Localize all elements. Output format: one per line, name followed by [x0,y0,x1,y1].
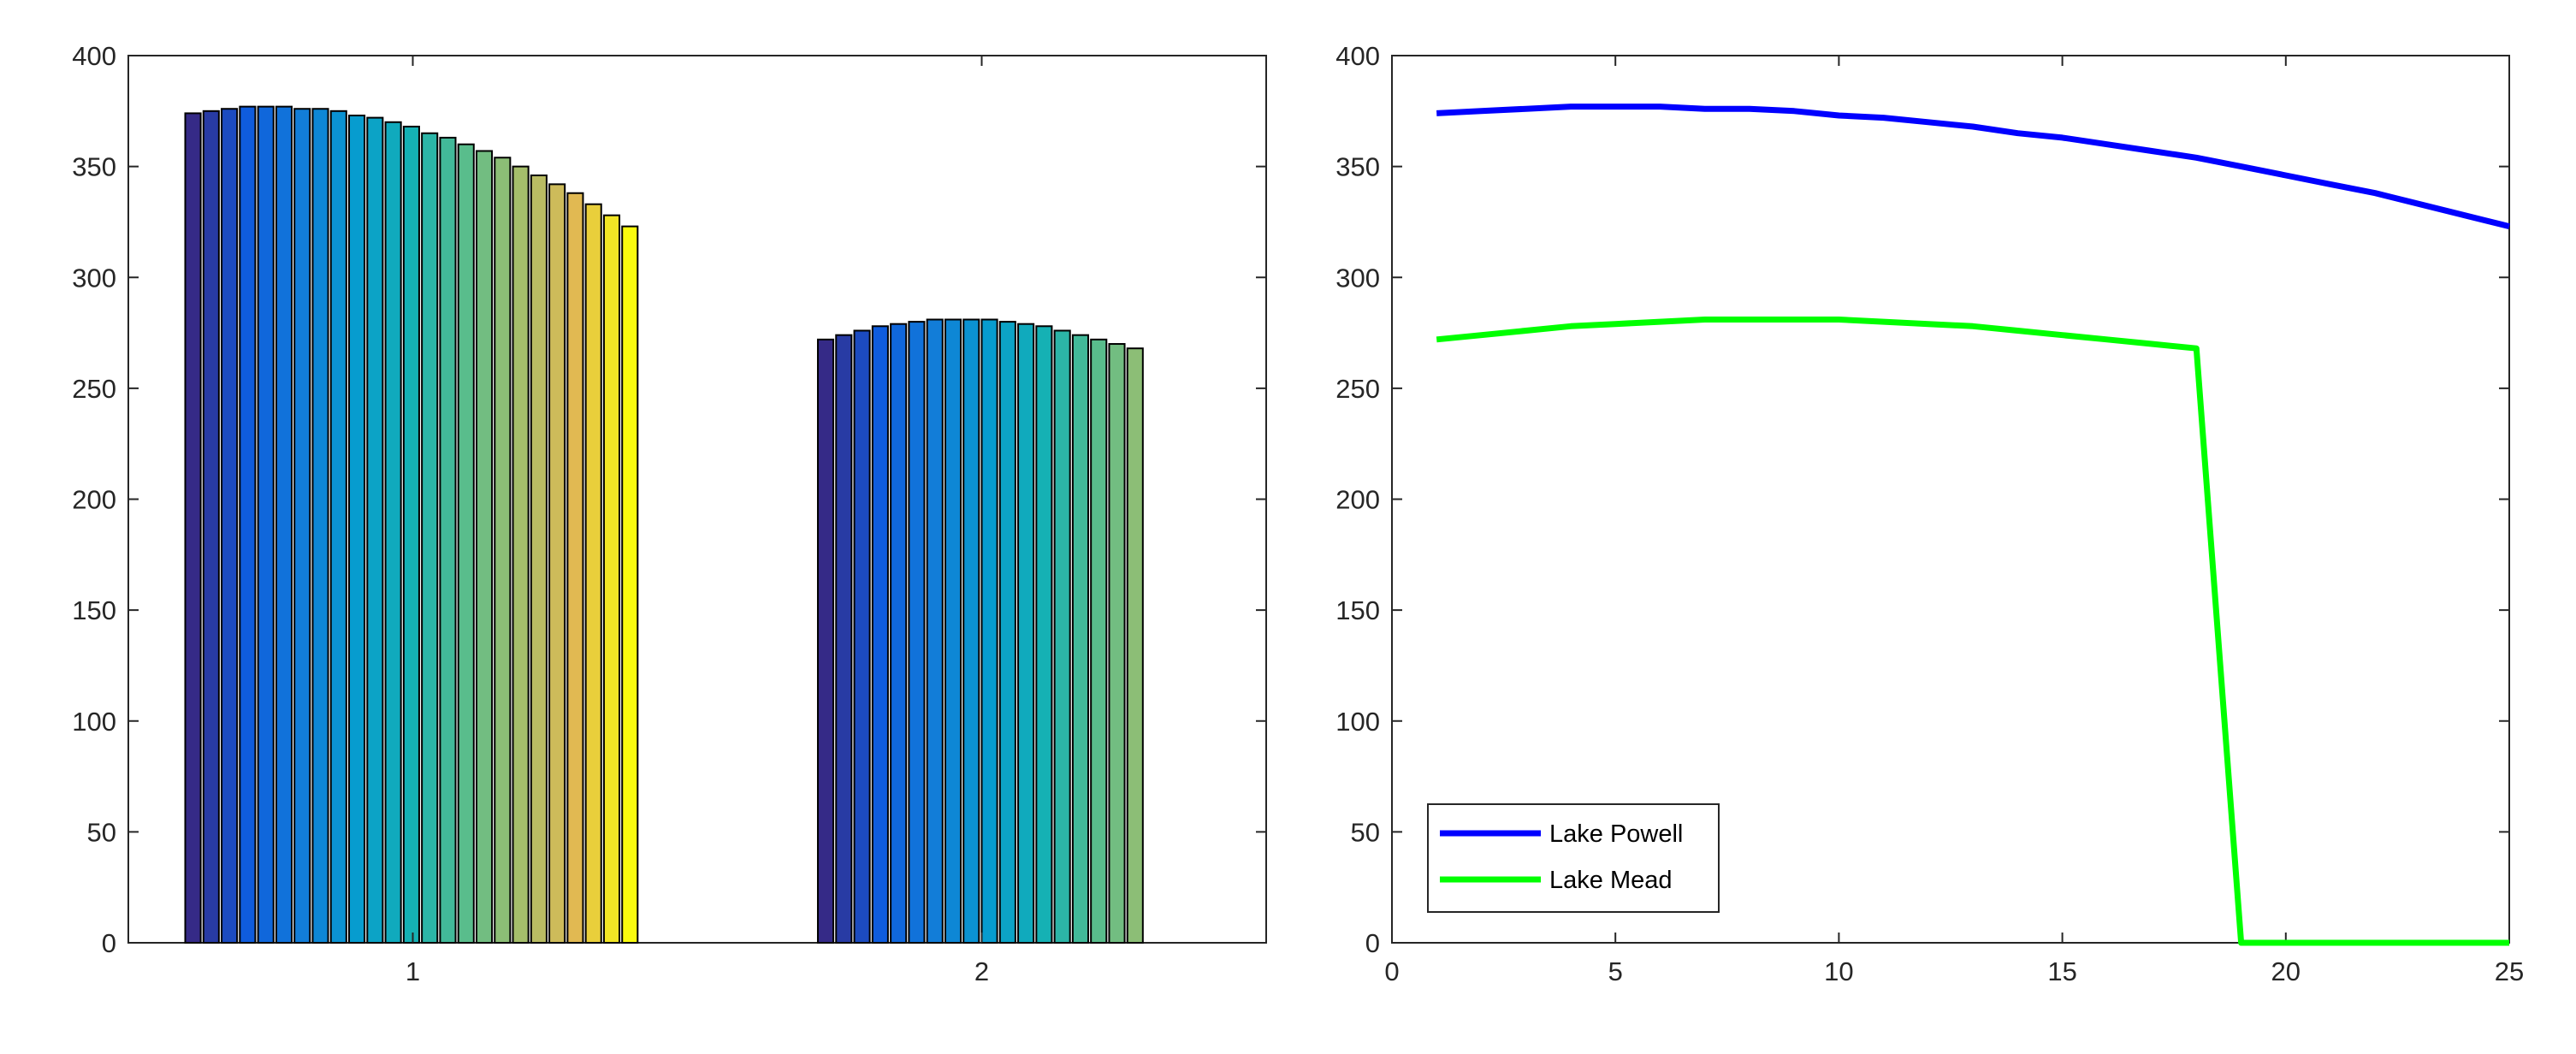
bar-1-4 [239,105,257,944]
line-ytick-label: 250 [1335,374,1380,404]
legend-label: Lake Powell [1549,820,1683,848]
bar-1-2 [202,110,220,944]
bar-ytick-label: 50 [87,817,116,847]
bar-1-15 [439,136,457,944]
bar-2-12 [1017,323,1035,944]
series-line-lake-mead [1436,317,2509,946]
bar-1-13 [402,125,420,944]
series-line-lake-powell [1436,104,2510,229]
bar-2-5 [890,323,908,944]
bar-ytick-label: 400 [72,41,116,71]
bar-1-22 [566,192,584,944]
bar-2-15 [1071,334,1089,944]
line-xtick-label: 5 [1608,956,1623,986]
bar-1-23 [584,203,602,944]
bar-1-7 [293,108,311,944]
bar-1-3 [221,108,239,944]
bar-2-4 [871,325,889,944]
bar-2-17 [1108,343,1126,944]
bar-1-11 [366,116,384,944]
line-ytick-label: 0 [1365,928,1380,958]
bar-2-2 [835,334,853,944]
bar-2-7 [926,318,944,944]
bar-1-18 [494,157,512,944]
bar-1-17 [475,150,494,944]
bar-ytick-label: 150 [72,595,116,625]
line-ytick-label: 150 [1335,595,1380,625]
bar-1-5 [257,105,275,944]
line-ytick-label: 400 [1335,41,1380,71]
line-ytick-label: 200 [1335,485,1380,515]
bar-xtick-label: 2 [974,956,989,986]
bar-2-16 [1090,338,1108,944]
bar-2-3 [853,329,871,944]
bar-1-16 [457,143,475,944]
bar-chart: 0 50 100 150 200 250 300 350 400 1 2 [72,41,1267,986]
bar-2-11 [998,321,1016,944]
bar-2-6 [908,321,926,944]
bar-2-1 [816,338,835,944]
bar-2-13 [1035,325,1053,944]
line-xtick-label: 20 [2271,956,2301,986]
bar-1-6 [275,105,293,944]
line-ytick-label: 100 [1335,707,1380,737]
bar-ytick-label: 300 [72,263,116,293]
bar-1-20 [530,174,548,944]
bar-2-8 [944,318,962,944]
bar-1-1 [184,112,202,944]
bar-1-14 [421,132,439,944]
bar-2-18 [1126,347,1144,944]
line-chart: 0 50 100 150 200 250 300 350 400 0 5 10 15 20 25 Lake P… [1335,41,2524,986]
bar-2-10 [980,318,998,944]
bar-1-10 [348,114,366,944]
bar-2-14 [1053,329,1071,944]
bar-2-9 [962,318,980,944]
line-ytick-label: 50 [1351,817,1380,847]
line-xtick-label: 25 [2495,956,2524,986]
bar-1-19 [512,165,530,944]
bar-xtick-label: 1 [406,956,420,986]
line-xtick-label: 10 [1824,956,1853,986]
legend: Lake Powell Lake Mead [1427,803,1720,913]
legend-box [1427,803,1720,913]
line-xtick-label: 0 [1384,956,1399,986]
bar-1-24 [602,214,621,944]
bar-ytick-label: 200 [72,485,116,515]
legend-label: Lake Mead [1549,867,1673,894]
bar-1-8 [311,108,329,944]
bar-ytick-label: 250 [72,374,116,404]
line-xtick-label: 15 [2047,956,2076,986]
bar-ytick-label: 100 [72,707,116,737]
bar-1-9 [329,110,347,944]
line-ytick-label: 300 [1335,263,1380,293]
bar-ytick-label: 0 [102,928,116,958]
bar-1-12 [384,121,402,944]
bar-1-25 [621,225,639,944]
bar-1-21 [548,183,566,944]
line-ytick-label: 350 [1335,152,1380,182]
bar-ytick-label: 350 [72,152,116,182]
